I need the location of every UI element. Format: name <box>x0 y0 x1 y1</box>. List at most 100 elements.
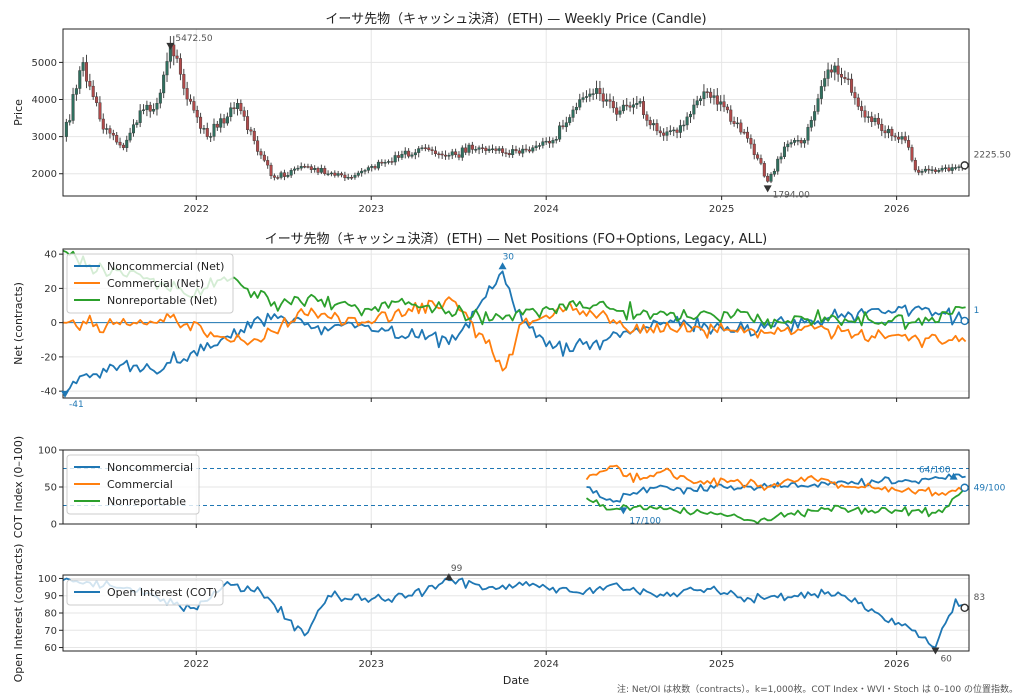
last-marker <box>960 161 969 170</box>
candle-body <box>554 139 558 141</box>
candle-body <box>296 167 300 170</box>
candle-body <box>910 147 914 161</box>
candle-body <box>839 74 843 78</box>
max-marker <box>444 573 453 581</box>
candle-body <box>78 70 82 89</box>
candle-body <box>101 118 105 130</box>
candle-body <box>125 139 129 148</box>
data-layer <box>62 35 969 649</box>
candle-body <box>84 62 88 82</box>
candle-body <box>782 146 786 157</box>
candle-body <box>95 96 99 103</box>
candle-body <box>333 172 337 176</box>
candle-body <box>937 170 941 172</box>
candle-body <box>524 148 528 151</box>
candle-body <box>209 136 213 138</box>
candle-body <box>752 143 756 155</box>
candle-body <box>246 116 250 130</box>
candle-body <box>420 147 424 149</box>
candle-body <box>769 174 773 182</box>
candle-body <box>470 144 474 150</box>
candle-body <box>64 121 68 137</box>
candle-body <box>195 110 199 118</box>
candle-body <box>793 140 797 143</box>
candle-body <box>457 154 461 158</box>
y-tick-label: 40 <box>44 250 57 261</box>
candle-body <box>635 103 639 105</box>
candle-body <box>497 148 501 151</box>
candle-body <box>776 158 780 172</box>
candle-body <box>588 93 592 97</box>
candle-body <box>440 153 444 156</box>
candle-body <box>819 86 823 99</box>
candle-body <box>695 100 699 106</box>
candle-body <box>762 163 766 177</box>
candle-body <box>182 74 186 89</box>
candle-body <box>68 120 72 123</box>
candle-body <box>803 140 807 144</box>
candle-body <box>870 116 874 122</box>
candle-body <box>205 128 209 137</box>
y-tick-label: 50 <box>44 483 57 494</box>
candle-body <box>856 97 860 107</box>
candle-body <box>584 96 588 98</box>
candle-body <box>152 109 156 112</box>
annotation-last: 2225.50 <box>974 150 1011 160</box>
candle-body <box>886 128 890 134</box>
candle-body <box>185 88 189 100</box>
x-tick-label: 2023 <box>359 204 384 215</box>
candle-body <box>393 155 397 163</box>
candle-body <box>417 148 421 153</box>
candle-body <box>232 107 236 110</box>
y-tick-label: 0 <box>51 520 57 531</box>
candle-body <box>323 168 327 175</box>
candle-body <box>702 91 706 99</box>
candle-body <box>172 44 176 57</box>
x-tick-label: 2022 <box>184 204 209 215</box>
candle-body <box>460 147 464 158</box>
candle-body <box>413 152 417 156</box>
candle-body <box>568 117 572 123</box>
y-axis-label: COT Index (0–100) <box>12 436 25 538</box>
candle-body <box>242 110 246 117</box>
candle-body <box>595 88 599 94</box>
min-marker <box>619 507 628 515</box>
candle-body <box>772 171 776 175</box>
candle-body <box>826 69 830 79</box>
candle-body <box>940 167 944 171</box>
candle-body <box>672 129 676 132</box>
candle-body <box>709 91 713 98</box>
x-tick-label: 2026 <box>884 659 909 670</box>
y-tick-label: -40 <box>41 387 57 398</box>
candle-body <box>262 154 266 161</box>
annotation-last: 1 <box>974 306 980 316</box>
candle-body <box>705 91 709 93</box>
candle-body <box>873 117 877 122</box>
candle-body <box>192 101 196 111</box>
plot-frame <box>62 28 970 197</box>
candle-body <box>350 177 354 179</box>
candle-body <box>189 98 193 102</box>
x-tick-label: 2024 <box>533 659 558 670</box>
candle-body <box>410 154 414 157</box>
candle-body <box>383 162 387 164</box>
candle-body <box>678 125 682 133</box>
candle-body <box>390 161 394 163</box>
y-tick-label: 90 <box>44 591 57 602</box>
candle-body <box>615 107 619 115</box>
min-marker <box>166 42 175 50</box>
candle-body <box>581 97 585 100</box>
candle-body <box>235 103 239 110</box>
candle-body <box>480 147 484 149</box>
candle-body <box>131 124 135 134</box>
candle-body <box>715 95 719 105</box>
candle-body <box>477 147 481 150</box>
candle-body <box>883 130 887 134</box>
candle-body <box>329 172 333 175</box>
candle-body <box>625 104 629 107</box>
candle-body <box>652 123 656 126</box>
candle-body <box>366 167 370 171</box>
candle-body <box>403 150 407 155</box>
candle-body <box>913 160 917 171</box>
candle-body <box>215 123 219 128</box>
